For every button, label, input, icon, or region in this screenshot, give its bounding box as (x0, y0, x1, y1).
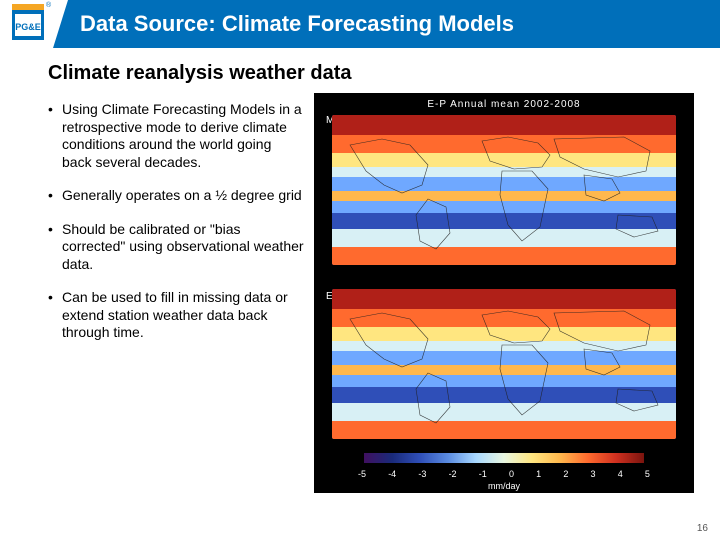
map1 (332, 115, 676, 265)
tick: 5 (645, 469, 650, 479)
bullet-item: Generally operates on a ½ degree grid (48, 187, 304, 205)
tick: -4 (388, 469, 396, 479)
tick: 1 (536, 469, 541, 479)
header-bar: PG&E ® Data Source: Climate Forecasting … (0, 0, 720, 48)
bullet-list: Using Climate Forecasting Models in a re… (48, 93, 304, 493)
tick: -1 (479, 469, 487, 479)
colorbar-ticks: -5 -4 -3 -2 -1 0 1 2 3 4 5 (358, 469, 650, 479)
tick: -3 (418, 469, 426, 479)
tick: -5 (358, 469, 366, 479)
slide-title: Data Source: Climate Forecasting Models (80, 11, 514, 37)
world-map-merra (332, 115, 676, 265)
bullet-item: Can be used to fill in missing data or e… (48, 289, 304, 342)
svg-text:PG&E: PG&E (15, 22, 41, 32)
slide-subtitle: Climate reanalysis weather data (48, 62, 720, 85)
map2 (332, 289, 676, 439)
page-number: 16 (697, 523, 708, 534)
bullet-item: Should be calibrated or "bias corrected"… (48, 221, 304, 274)
pge-logo: PG&E (12, 4, 44, 40)
bullet-item: Using Climate Forecasting Models in a re… (48, 101, 304, 171)
maps-panel: E-P Annual mean 2002-2008 MERRA (314, 93, 694, 493)
tick: 3 (591, 469, 596, 479)
tick: 0 (509, 469, 514, 479)
content-area: Using Climate Forecasting Models in a re… (0, 93, 720, 493)
logo-registered-icon: ® (46, 2, 51, 9)
tick: -2 (449, 469, 457, 479)
tick: 2 (563, 469, 568, 479)
colorbar (364, 453, 644, 463)
maps-panel-title: E-P Annual mean 2002-2008 (314, 93, 694, 110)
tick: 4 (618, 469, 623, 479)
colorbar-unit: mm/day (314, 481, 694, 491)
world-map-era (332, 289, 676, 439)
